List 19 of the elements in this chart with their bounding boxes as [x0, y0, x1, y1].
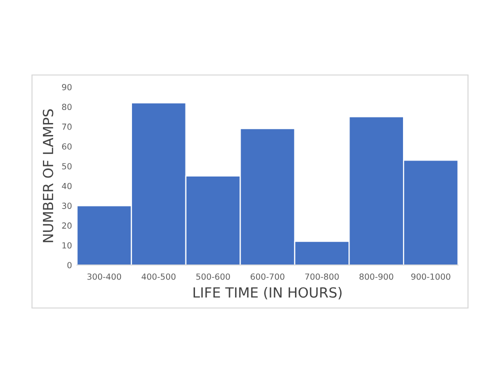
y-tick-label: 90	[62, 84, 72, 90]
y-tick-label: 60	[62, 143, 72, 150]
x-tick-label: 600-700	[250, 273, 284, 280]
y-axis-title: NUMBER OF LAMPS	[42, 109, 54, 242]
y-tick-label: 10	[62, 242, 72, 249]
y-tick-label: 70	[62, 124, 72, 130]
y-tick-label: 20	[62, 222, 72, 229]
x-tick-label: 500-600	[196, 273, 230, 280]
x-tick-label: 400-500	[142, 273, 176, 280]
x-tick-label: 900-1000	[411, 273, 450, 280]
x-tick-label: 800-900	[360, 273, 394, 280]
y-tick-label: 40	[62, 182, 72, 190]
y-tick-label: 30	[62, 202, 72, 209]
y-tick-label: 50	[62, 163, 72, 170]
x-axis-title: LIFE TIME (IN HOURS)	[194, 286, 342, 300]
y-tick-label: 0	[67, 262, 72, 268]
x-tick-label: 700-800	[305, 273, 339, 280]
x-tick-label: 300-400	[87, 273, 122, 280]
y-tick-label: 80	[62, 104, 72, 110]
